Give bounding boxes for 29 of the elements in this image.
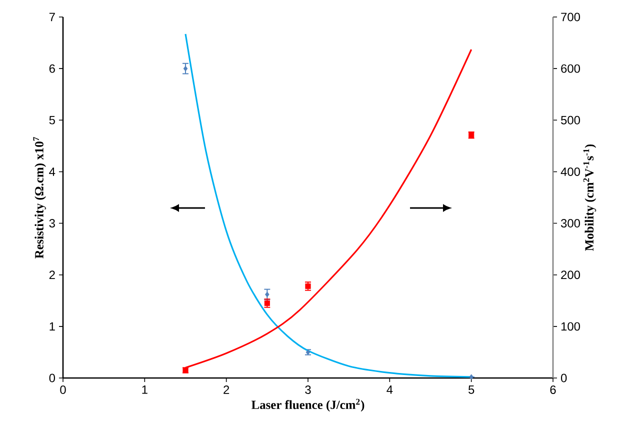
x-tick-label: 6 bbox=[550, 386, 556, 394]
y-tick-label: 0 bbox=[49, 374, 56, 382]
y-tick-label: 1 bbox=[50, 322, 55, 331]
y2-tick-label: 600 bbox=[561, 64, 580, 73]
y2-tick-label: 500 bbox=[561, 116, 580, 124]
y-tick-label: 7 bbox=[49, 12, 55, 22]
y-tick-label: 4 bbox=[49, 168, 56, 176]
y-tick-label: 2 bbox=[49, 270, 55, 280]
point bbox=[265, 292, 270, 298]
x-tick-label: 2 bbox=[224, 386, 230, 394]
y2-tick-label: 0 bbox=[560, 374, 567, 382]
x-axis-title: Laser fluence (J/cm$^{2}$) bbox=[252, 398, 364, 412]
y-tick-label: 5 bbox=[49, 116, 55, 124]
x-tick-label: 0 bbox=[60, 386, 66, 394]
y-tick-label: 3 bbox=[49, 219, 55, 228]
point bbox=[469, 374, 474, 380]
y-tick-label: 6 bbox=[49, 64, 55, 73]
y2-axis-title: Mobility (cm$^{2}$V$^{-1}$s$^{-1}$) bbox=[583, 144, 596, 251]
y2-tick-label: 300 bbox=[560, 219, 580, 228]
y-axis-title: Resistivity (Ω.cm) x10$^{7}$ bbox=[33, 137, 46, 258]
x-tick-label: 4 bbox=[386, 386, 393, 394]
x-tick-label: 3 bbox=[305, 386, 311, 394]
x-tick-label: 1 bbox=[142, 386, 148, 394]
point bbox=[305, 283, 311, 289]
y2-tick-label: 700 bbox=[561, 12, 580, 22]
x-tick-label: 5 bbox=[468, 386, 474, 394]
y2-tick-label: 100 bbox=[561, 322, 580, 331]
y2-tick-label: 400 bbox=[560, 167, 580, 176]
y2-tick-label: 200 bbox=[561, 270, 580, 280]
